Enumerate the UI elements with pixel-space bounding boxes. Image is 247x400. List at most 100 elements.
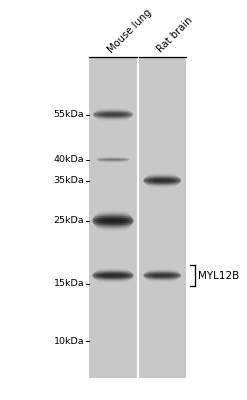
Text: 40kDa: 40kDa (54, 155, 84, 164)
Ellipse shape (143, 180, 181, 181)
Ellipse shape (145, 183, 179, 184)
Ellipse shape (94, 224, 132, 225)
Ellipse shape (98, 119, 128, 120)
Ellipse shape (93, 113, 133, 114)
Ellipse shape (92, 221, 134, 222)
Ellipse shape (95, 271, 131, 272)
Ellipse shape (147, 185, 177, 186)
Text: 10kDa: 10kDa (54, 337, 84, 346)
Ellipse shape (144, 183, 180, 184)
Ellipse shape (97, 212, 129, 214)
Text: Mouse lung: Mouse lung (106, 7, 154, 55)
Ellipse shape (92, 220, 134, 221)
Ellipse shape (94, 112, 132, 113)
Ellipse shape (144, 276, 181, 277)
Ellipse shape (144, 178, 180, 179)
Ellipse shape (148, 270, 176, 271)
Ellipse shape (94, 278, 132, 279)
Ellipse shape (143, 275, 181, 276)
Ellipse shape (92, 275, 134, 276)
Ellipse shape (148, 186, 176, 187)
Ellipse shape (94, 272, 132, 273)
Ellipse shape (96, 214, 130, 215)
Ellipse shape (143, 276, 181, 277)
Ellipse shape (96, 111, 130, 112)
Ellipse shape (93, 218, 133, 219)
Ellipse shape (144, 277, 180, 278)
Ellipse shape (145, 272, 179, 273)
Ellipse shape (92, 218, 134, 220)
Ellipse shape (92, 274, 134, 275)
Ellipse shape (92, 274, 134, 275)
Ellipse shape (147, 175, 177, 176)
Ellipse shape (148, 280, 176, 281)
Ellipse shape (95, 226, 131, 227)
Ellipse shape (98, 228, 128, 230)
Ellipse shape (93, 114, 133, 115)
Ellipse shape (146, 184, 178, 185)
Ellipse shape (145, 278, 179, 279)
Ellipse shape (92, 219, 134, 220)
Bar (139, 57, 185, 378)
Ellipse shape (95, 225, 131, 226)
Ellipse shape (143, 274, 181, 275)
Ellipse shape (144, 182, 180, 183)
Ellipse shape (145, 177, 179, 178)
Ellipse shape (93, 277, 133, 278)
Ellipse shape (95, 111, 131, 112)
Ellipse shape (144, 273, 180, 274)
Ellipse shape (143, 181, 181, 182)
Ellipse shape (143, 275, 181, 276)
Ellipse shape (93, 277, 133, 278)
Ellipse shape (97, 280, 129, 281)
Ellipse shape (94, 116, 132, 117)
Ellipse shape (93, 115, 133, 116)
Ellipse shape (93, 217, 133, 218)
Ellipse shape (93, 114, 133, 115)
Ellipse shape (147, 271, 178, 272)
Ellipse shape (148, 174, 176, 175)
Ellipse shape (96, 271, 130, 272)
Ellipse shape (145, 272, 179, 273)
Ellipse shape (92, 276, 134, 277)
Ellipse shape (95, 117, 131, 118)
Ellipse shape (143, 179, 181, 180)
Ellipse shape (95, 278, 131, 280)
Ellipse shape (94, 224, 132, 226)
Ellipse shape (92, 275, 134, 276)
Ellipse shape (143, 180, 181, 181)
Bar (89, 57, 137, 378)
Ellipse shape (143, 181, 181, 182)
Text: 35kDa: 35kDa (54, 176, 84, 185)
Ellipse shape (98, 212, 128, 213)
Text: 55kDa: 55kDa (54, 110, 84, 119)
Ellipse shape (97, 227, 129, 228)
Ellipse shape (95, 214, 131, 216)
Ellipse shape (94, 216, 132, 218)
Text: 15kDa: 15kDa (54, 279, 84, 288)
Ellipse shape (146, 176, 178, 177)
Ellipse shape (92, 276, 134, 277)
Ellipse shape (94, 216, 132, 217)
Ellipse shape (97, 228, 129, 229)
Ellipse shape (94, 272, 132, 273)
Ellipse shape (92, 220, 134, 222)
Ellipse shape (93, 222, 133, 224)
Ellipse shape (92, 222, 134, 223)
Ellipse shape (148, 175, 177, 176)
Ellipse shape (97, 118, 129, 119)
Ellipse shape (97, 119, 129, 120)
Ellipse shape (93, 273, 133, 274)
Text: Rat brain: Rat brain (155, 16, 194, 55)
Ellipse shape (93, 113, 133, 114)
Ellipse shape (96, 226, 130, 228)
Ellipse shape (97, 110, 129, 111)
Text: MYL12B: MYL12B (198, 270, 239, 280)
Ellipse shape (95, 117, 131, 118)
Ellipse shape (147, 184, 178, 186)
Ellipse shape (145, 177, 179, 178)
Ellipse shape (144, 178, 181, 179)
Ellipse shape (95, 215, 131, 216)
Ellipse shape (147, 279, 178, 280)
Ellipse shape (144, 273, 180, 274)
